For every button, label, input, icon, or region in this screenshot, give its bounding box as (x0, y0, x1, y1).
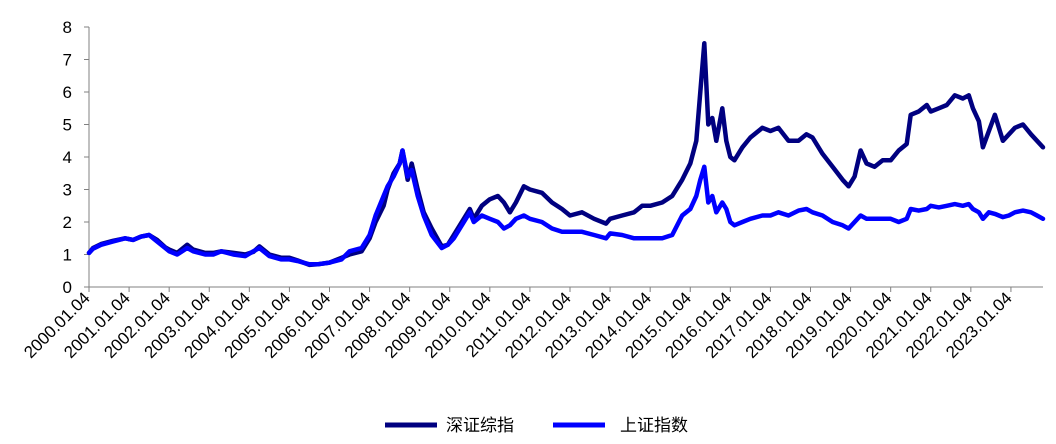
y-tick-label: 1 (63, 246, 72, 265)
y-tick-label: 5 (63, 116, 72, 135)
series-line-1 (86, 148, 1046, 267)
y-tick-label: 3 (63, 181, 72, 200)
legend-label-0: 深证综指 (446, 416, 514, 436)
x-axis: 2000.01.042001.01.042002.01.042003.01.04… (20, 286, 1043, 362)
y-tick-label: 4 (63, 148, 72, 167)
legend: 深证综指 上证指数 (385, 416, 688, 436)
y-tick-label: 2 (63, 213, 72, 232)
legend-label-1: 上证指数 (620, 416, 688, 436)
y-tick-label: 0 (63, 278, 72, 297)
y-axis: 0 1 2 3 4 5 6 7 8 (63, 18, 90, 297)
y-tick-label: 8 (63, 18, 72, 37)
y-tick-label: 6 (63, 83, 72, 102)
series-layer (86, 41, 1046, 268)
y-tick-label: 7 (63, 51, 72, 70)
